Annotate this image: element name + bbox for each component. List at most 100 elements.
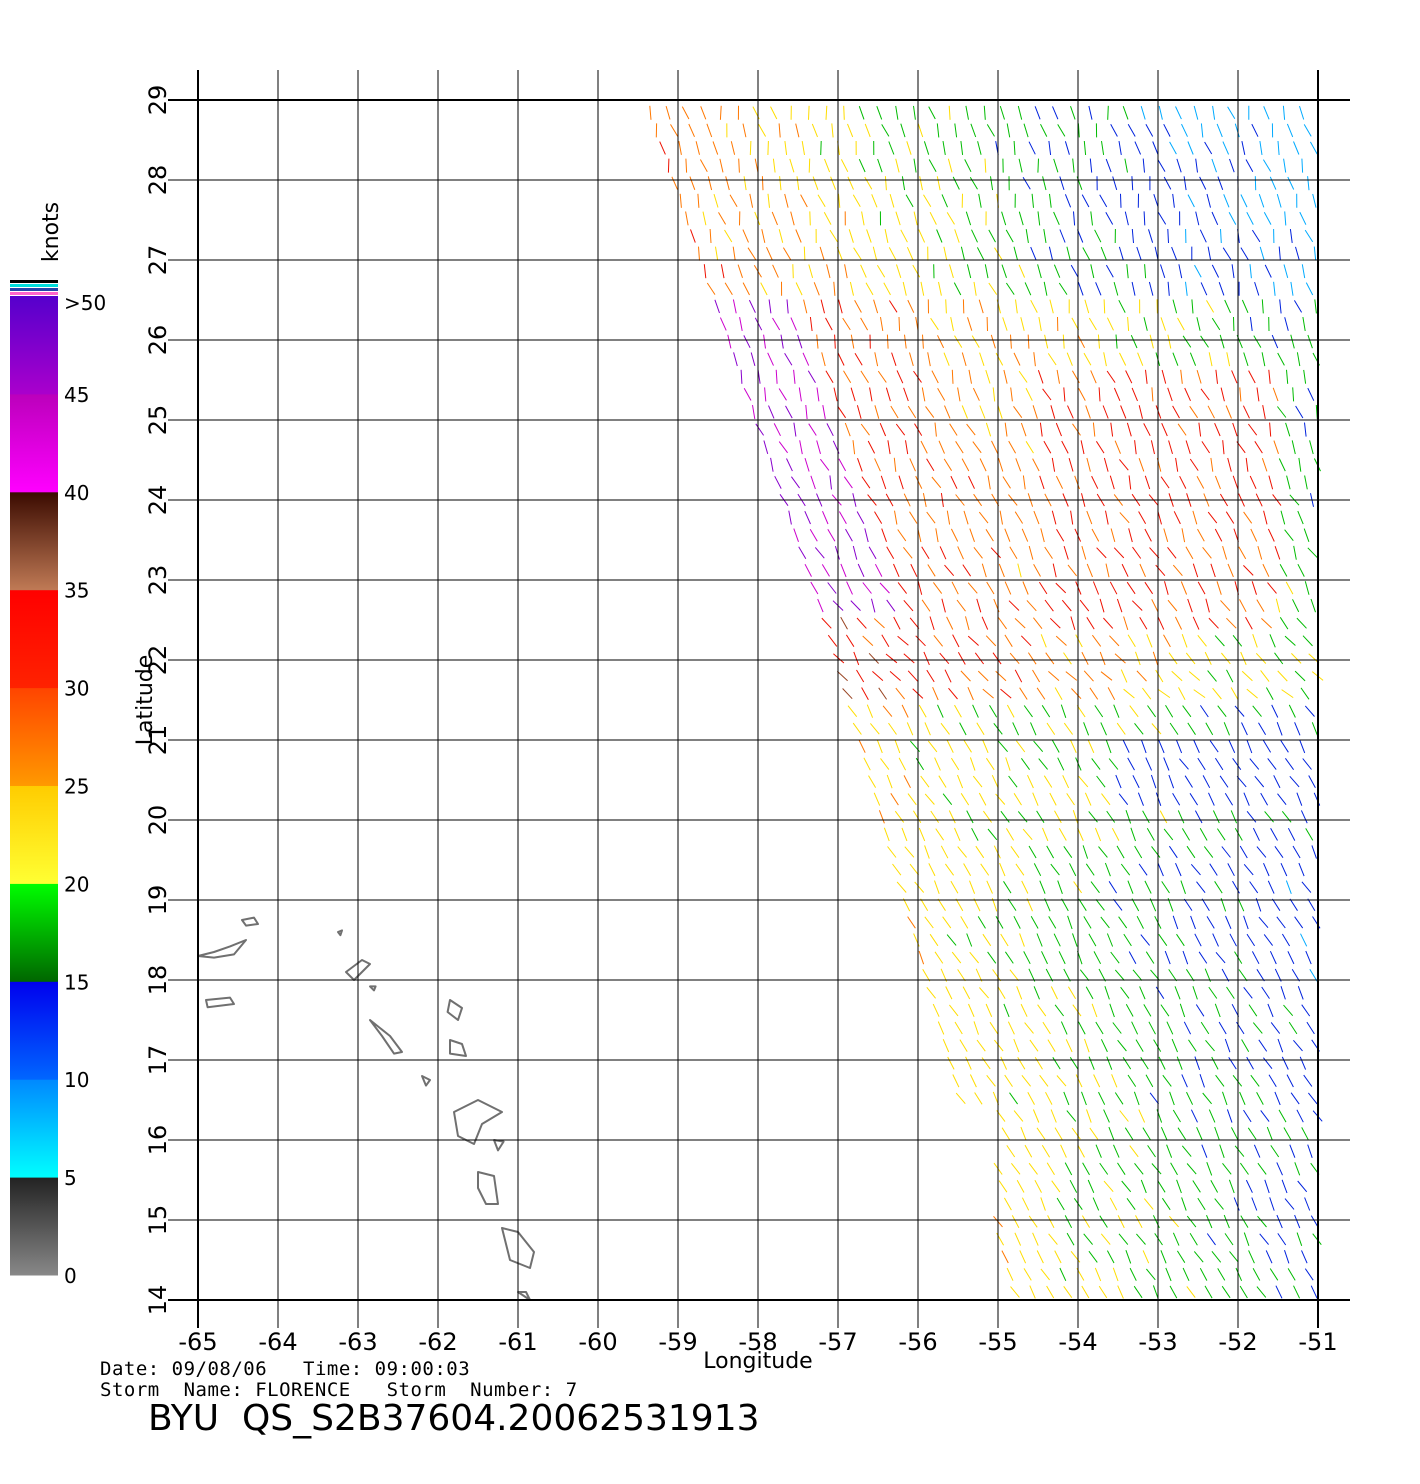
latitude-tick-label: 21 (144, 725, 172, 756)
colorbar-marker-stripe (10, 280, 58, 283)
colorbar-band (10, 1079, 58, 1178)
colorbar-tick-label: 40 (64, 481, 89, 505)
longitude-tick-label: -64 (258, 1328, 297, 1356)
latitude-tick-label: 22 (144, 645, 172, 676)
wind-vector-group (836, 616, 888, 700)
longitude-tick-label: -54 (1058, 1328, 1097, 1356)
longitude-tick-label: -53 (1138, 1328, 1177, 1356)
latitude-tick-label: 17 (144, 1045, 172, 1076)
colorbar-tick-label: 25 (64, 775, 89, 799)
island-dominica (477, 1171, 499, 1205)
colorbar-band (10, 393, 58, 493)
wind-vector-group (659, 141, 1282, 700)
longitude-tick-label: -65 (178, 1328, 217, 1356)
wind-vector-group (649, 105, 1279, 1264)
latitude-tick-label: 23 (144, 565, 172, 596)
island-st-croix (205, 996, 235, 1009)
longitude-tick-label: -57 (818, 1328, 857, 1356)
colorbar-band (10, 589, 58, 689)
longitude-tick-label: -58 (738, 1328, 777, 1356)
wind-vectors (649, 105, 1324, 1299)
time-value: 09:00:03 (374, 1358, 471, 1380)
colorbar-band (10, 981, 58, 1080)
date-label: Date: (100, 1358, 160, 1380)
island-barbuda (446, 999, 463, 1021)
longitude-tick-label: -56 (898, 1328, 937, 1356)
colorbar-tick-label: 5 (64, 1166, 77, 1190)
wind-vector-group (714, 299, 896, 613)
latitude-tick-label: 18 (144, 965, 172, 996)
colorbar: 0 5 10 15 20 25 30 35 40 45 >50 (10, 280, 106, 1288)
island-puerto-rico-east (197, 939, 247, 959)
x-axis-label: Longitude (703, 1349, 812, 1374)
storm-name-value: FLORENCE (255, 1379, 351, 1401)
colorbar-band (10, 687, 58, 786)
longitude-tick-label: -63 (338, 1328, 377, 1356)
storm-name-label: Storm Name: (100, 1379, 244, 1401)
wind-vector-group (1140, 105, 1318, 982)
latitude-tick-label: 29 (144, 85, 172, 116)
colorbar-band (10, 296, 58, 395)
longitude-tick-label: -52 (1218, 1328, 1257, 1356)
map-grid (168, 70, 1350, 1328)
longitude-tick-label: -55 (978, 1328, 1017, 1356)
wind-vector-group (702, 105, 1324, 1299)
wind-vector-group (820, 105, 1322, 1299)
island-antigua (449, 1039, 467, 1057)
latitude-tick-label: 27 (144, 245, 172, 276)
island-st-kitts-nevis (369, 1019, 403, 1055)
island-outlines (197, 916, 535, 1301)
longitude-tick-label: -62 (418, 1328, 457, 1356)
axis-tick-labels: -65 -64 -63 -62 -61 -60 -59 -58 -57 -56 -55 -54 -53 -… (144, 85, 1338, 1356)
island-virgin-islands (241, 916, 259, 927)
colorbar-band (10, 1177, 58, 1276)
latitude-tick-label: 14 (144, 1285, 172, 1316)
latitude-tick-label: 19 (144, 885, 172, 916)
colorbar-unit-label: knots (39, 202, 64, 262)
island-st-lucia (517, 1291, 531, 1301)
colorbar-tick-label: 0 (64, 1264, 77, 1288)
colorbar-tick-label: 30 (64, 677, 89, 701)
colorbar-band (10, 785, 58, 884)
colorbar-tick-label: >50 (64, 291, 106, 315)
storm-number-value: 7 (565, 1379, 578, 1401)
latitude-tick-label: 24 (144, 485, 172, 516)
y-axis-label: Latitude (133, 655, 158, 746)
longitude-tick-label: -60 (578, 1328, 617, 1356)
island-montserrat (421, 1075, 431, 1087)
island-st-martin (345, 959, 371, 981)
island-martinique (501, 1227, 535, 1269)
latitude-tick-label: 26 (144, 325, 172, 356)
longitude-tick-label: -59 (658, 1328, 697, 1356)
island-marie-galante (493, 1139, 505, 1152)
latitude-tick-label: 20 (144, 805, 172, 836)
colorbar-marker-stripe (10, 288, 58, 291)
island-guadeloupe (453, 1099, 503, 1145)
date-time-line: Date: 09/08/06 Time: 09:00:03 (100, 1358, 470, 1380)
colorbar-marker-stripe (10, 284, 58, 287)
latitude-tick-label: 16 (144, 1125, 172, 1156)
latitude-tick-label: 25 (144, 405, 172, 436)
date-value: 09/08/06 (171, 1358, 268, 1380)
colorbar-tick-label: 15 (64, 970, 89, 994)
island-saba (337, 929, 343, 937)
colorbar-band (10, 491, 58, 591)
latitude-tick-label: 28 (144, 165, 172, 196)
storm-line: Storm Name: FLORENCE Storm Number: 7 (100, 1379, 578, 1401)
longitude-tick-label: -51 (1298, 1328, 1337, 1356)
colorbar-tick-label: 20 (64, 872, 89, 896)
latitude-tick-label: 15 (144, 1205, 172, 1236)
colorbar-tick-label: 10 (64, 1068, 89, 1092)
colorbar-tick-label: 45 (64, 383, 89, 407)
colorbar-marker-stripe (10, 292, 58, 295)
colorbar-tick-label: 35 (64, 579, 89, 603)
colorbar-band (10, 883, 58, 982)
product-id: BYU QS_S2B37604.20062531913 (148, 1398, 760, 1439)
wind-vector-group (719, 299, 890, 613)
storm-number-label: Storm Number: (386, 1379, 554, 1401)
island-st-barts (369, 985, 377, 992)
longitude-tick-label: -61 (498, 1328, 537, 1356)
time-label: Time: (303, 1358, 363, 1380)
